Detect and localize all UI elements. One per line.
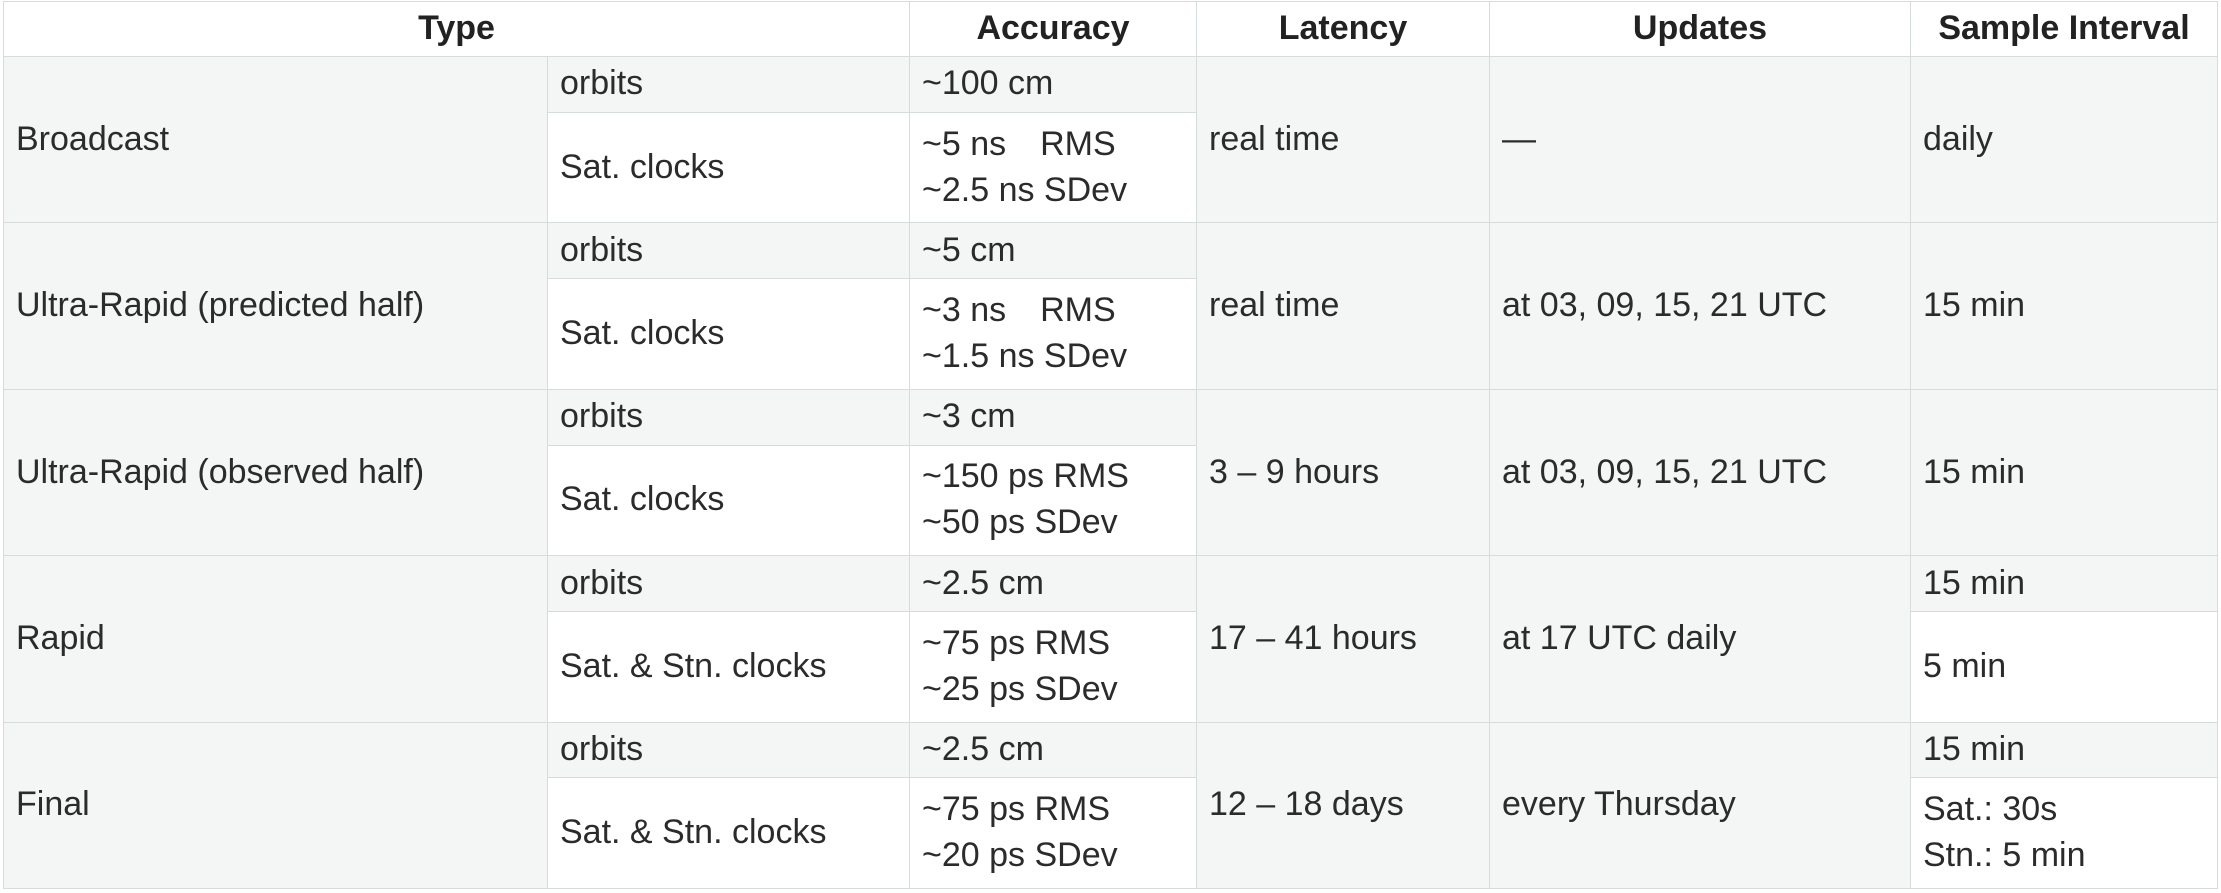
header-accuracy: Accuracy: [909, 1, 1197, 57]
accuracy-sdev: ~20 ps SDev: [922, 836, 1118, 875]
accuracy-rms: ~75 ps RMS: [922, 790, 1111, 829]
sample-interval-cell: daily: [1910, 55, 2218, 224]
gnss-products-table: Type Accuracy Latency Updates Sample Int…: [3, 1, 2218, 890]
type-cell: Rapid: [3, 555, 548, 723]
latency-cell: real time: [1196, 222, 1490, 390]
table-row: Sat. clocks ~150 ps RMS ~50 ps SDev: [4, 444, 2218, 557]
latency-cell: real time: [1196, 55, 1490, 224]
accuracy-cell: ~3 ns RMS ~1.5 ns SDev: [909, 278, 1197, 390]
accuracy-cell: ~2.5 cm: [909, 721, 1197, 779]
updates-cell: every Thursday: [1489, 721, 1911, 890]
type-cell: Final: [3, 721, 548, 890]
table-row: Ultra-Rapid (predicted half) orbits ~5 c…: [3, 222, 2218, 390]
accuracy-sdev: ~1.5 ns SDev: [922, 336, 1128, 375]
component-cell: Sat. & Stn. clocks: [547, 610, 910, 723]
table-row: Broadcast orbits ~100 cm real time — dai…: [3, 55, 2218, 224]
header-type: Type: [3, 1, 910, 57]
sample-interval-cell: 5 min: [1910, 610, 2218, 723]
updates-cell: at 03, 09, 15, 21 UTC: [1489, 222, 1911, 390]
sample-interval-cell: Sat.: 30s Stn.: 5 min: [1910, 777, 2218, 889]
accuracy-sdev: ~50 ps SDev: [922, 503, 1118, 542]
header-updates: Updates: [1489, 1, 1911, 57]
table-row: Sat. clocks ~5 ns RMS ~2.5 ns SDev: [4, 111, 2218, 224]
header-latency: Latency: [1196, 1, 1490, 57]
component-cell: orbits: [547, 56, 910, 113]
accuracy-rms: ~3 ns: [922, 291, 1007, 330]
component-cell: Sat. clocks: [547, 278, 910, 390]
sample-interval-cell: 15 min: [1910, 388, 2218, 557]
component-cell: orbits: [547, 555, 910, 612]
accuracy-cell: ~100 cm: [909, 56, 1197, 113]
component-cell: orbits: [547, 222, 910, 280]
table-row: Sat. & Stn. clocks ~75 ps RMS ~25 ps SDe…: [4, 610, 2218, 723]
updates-cell: at 17 UTC daily: [1489, 555, 1911, 723]
latency-cell: 3 – 9 hours: [1196, 388, 1490, 557]
accuracy-rms: ~5 ns: [922, 124, 1007, 163]
latency-cell: 17 – 41 hours: [1196, 555, 1490, 723]
type-cell: Broadcast: [3, 55, 548, 224]
type-cell: Ultra-Rapid (observed half): [3, 388, 548, 557]
table-row: Ultra-Rapid (observed half) orbits ~3 cm…: [3, 388, 2218, 557]
component-cell: Sat. & Stn. clocks: [547, 777, 910, 889]
component-cell: orbits: [547, 721, 910, 779]
table-row: Rapid orbits ~2.5 cm 17 – 41 hours at 17…: [3, 555, 2218, 723]
table-row: Sat. clocks ~3 ns RMS ~1.5 ns SDev: [4, 278, 2218, 390]
sample-interval-cell: 15 min: [1910, 222, 2218, 390]
accuracy-cell: ~5 ns RMS ~2.5 ns SDev: [909, 111, 1197, 224]
table-row: Final orbits ~2.5 cm 12 – 18 days every …: [3, 721, 2218, 890]
component-cell: orbits: [547, 388, 910, 446]
accuracy-rms: ~75 ps RMS: [922, 623, 1111, 662]
sample-interval-sat: Sat.: 30s: [1923, 790, 2058, 829]
component-cell: Sat. clocks: [547, 444, 910, 557]
accuracy-cell: ~3 cm: [909, 388, 1197, 446]
accuracy-cell: ~75 ps RMS ~25 ps SDev: [909, 610, 1197, 723]
type-cell: Ultra-Rapid (predicted half): [3, 222, 548, 390]
accuracy-rms-unit: RMS: [1040, 124, 1116, 163]
component-cell: Sat. clocks: [547, 111, 910, 224]
sample-interval-stn: Stn.: 5 min: [1923, 836, 2086, 875]
accuracy-rms: ~150 ps RMS: [922, 457, 1129, 496]
updates-cell: at 03, 09, 15, 21 UTC: [1489, 388, 1911, 557]
accuracy-cell: ~5 cm: [909, 222, 1197, 280]
updates-cell: —: [1489, 55, 1911, 224]
table-row: Sat. & Stn. clocks ~75 ps RMS ~20 ps SDe…: [4, 777, 2218, 889]
accuracy-rms-unit: RMS: [1040, 291, 1116, 330]
accuracy-sdev: ~25 ps SDev: [922, 669, 1118, 708]
sample-interval-cell: 15 min: [1910, 555, 2218, 612]
header-sample-interval: Sample Interval: [1910, 1, 2218, 57]
header-row: Type Accuracy Latency Updates Sample Int…: [3, 1, 2218, 57]
latency-cell: 12 – 18 days: [1196, 721, 1490, 890]
sample-interval-cell: 15 min: [1910, 721, 2218, 779]
accuracy-cell: ~2.5 cm: [909, 555, 1197, 612]
accuracy-cell: ~150 ps RMS ~50 ps SDev: [909, 444, 1197, 557]
accuracy-sdev: ~2.5 ns SDev: [922, 170, 1128, 209]
accuracy-cell: ~75 ps RMS ~20 ps SDev: [909, 777, 1197, 889]
